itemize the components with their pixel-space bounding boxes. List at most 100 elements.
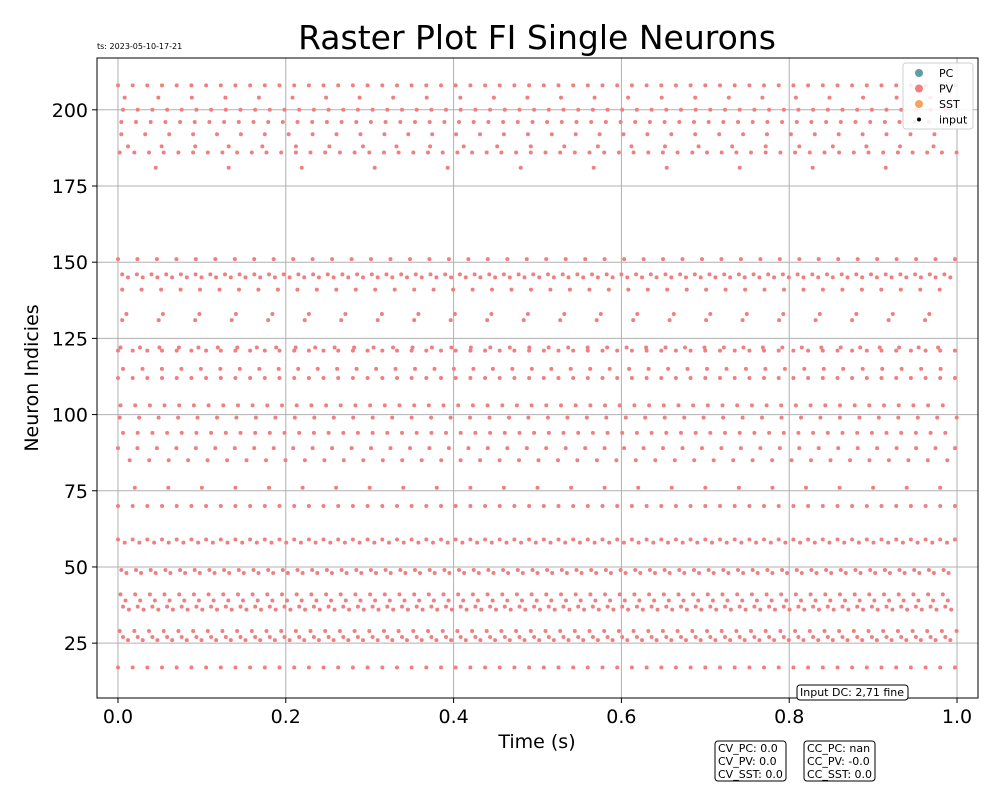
spike-point (116, 537, 120, 542)
spike-point (732, 665, 737, 670)
spike-point (908, 376, 913, 380)
spike-point (623, 415, 628, 420)
input-dc-box: Input DC: 2,71 fine (796, 684, 909, 701)
spike-point (412, 287, 417, 292)
spike-point (563, 446, 568, 451)
spike-point (646, 366, 651, 371)
spike-point (355, 604, 360, 609)
spike-point (588, 366, 593, 371)
spike-point (153, 571, 158, 575)
spike-point (806, 348, 811, 353)
spike-point (326, 635, 331, 639)
spike-point (812, 540, 817, 545)
spike-point (869, 635, 874, 639)
spike-point (524, 446, 529, 451)
spike-point (204, 504, 209, 508)
spike-point (883, 165, 888, 170)
spike-point (664, 635, 669, 639)
spike-point (740, 415, 745, 420)
spike-point (429, 415, 434, 420)
spike-point (846, 607, 851, 612)
spike-point (199, 485, 204, 490)
spike-point (507, 345, 512, 350)
spike-point (879, 83, 884, 88)
spike-point (913, 430, 918, 435)
spike-point (388, 446, 393, 451)
spike-point (649, 107, 654, 112)
spike-point (266, 120, 271, 124)
spike-point (641, 446, 646, 451)
spike-point (365, 83, 370, 88)
spike-point (279, 629, 284, 633)
spike-point (688, 537, 693, 542)
spike-point (528, 144, 533, 149)
spike-point (772, 275, 777, 280)
spike-point (510, 366, 515, 371)
spike-point (659, 83, 664, 88)
spike-point (516, 272, 521, 277)
spike-point (189, 83, 194, 88)
spike-point (400, 458, 405, 463)
spike-point (784, 598, 789, 603)
spike-point (174, 446, 179, 451)
spike-point (719, 446, 724, 451)
spike-point (527, 504, 532, 508)
spike-point (659, 537, 664, 542)
spike-point (145, 537, 150, 542)
spike-point (126, 607, 131, 612)
spike-point (253, 604, 258, 609)
spike-point (471, 568, 476, 572)
spike-point (419, 275, 424, 280)
spike-point (894, 504, 899, 508)
spike-point (633, 458, 638, 463)
spike-point (952, 376, 957, 380)
spike-point (721, 415, 726, 420)
spike-point (200, 607, 205, 612)
spike-point (387, 540, 391, 545)
spike-point (223, 107, 228, 112)
spike-point (665, 287, 670, 292)
spike-point (614, 458, 619, 463)
spike-point (886, 540, 891, 545)
spike-point (754, 598, 759, 603)
spike-point (720, 592, 725, 597)
spike-point (822, 150, 827, 155)
spike-point (544, 257, 549, 262)
spike-point (899, 604, 904, 609)
spike-point (518, 165, 523, 170)
spike-point (541, 376, 546, 380)
spike-point (266, 568, 271, 572)
spike-point (752, 107, 757, 112)
spike-point (135, 635, 140, 639)
spike-point (780, 568, 785, 572)
spike-point (693, 107, 698, 112)
spike-point (644, 504, 649, 508)
spike-point (705, 629, 709, 633)
spike-point (367, 629, 372, 633)
spike-point (525, 132, 530, 137)
spike-point (836, 257, 841, 262)
spike-point (910, 150, 915, 155)
spike-point (127, 458, 132, 463)
spike-point (573, 592, 578, 597)
spike-point (302, 638, 307, 643)
spike-point (233, 376, 238, 380)
spike-point (820, 504, 825, 508)
spike-point (708, 107, 713, 112)
spike-point (160, 348, 164, 353)
spike-point (688, 83, 693, 88)
spike-point (595, 144, 600, 149)
spike-point (124, 312, 129, 316)
spike-point (427, 257, 432, 262)
spike-point (876, 415, 881, 420)
spike-point (197, 571, 202, 575)
spike-point (732, 376, 737, 380)
spike-point (603, 592, 607, 597)
spike-point (673, 376, 678, 380)
spike-point (365, 504, 370, 508)
spike-point (277, 376, 282, 380)
spike-point (840, 635, 845, 639)
spike-point (939, 150, 944, 155)
spike-point (116, 257, 120, 262)
spike-point (879, 537, 884, 542)
